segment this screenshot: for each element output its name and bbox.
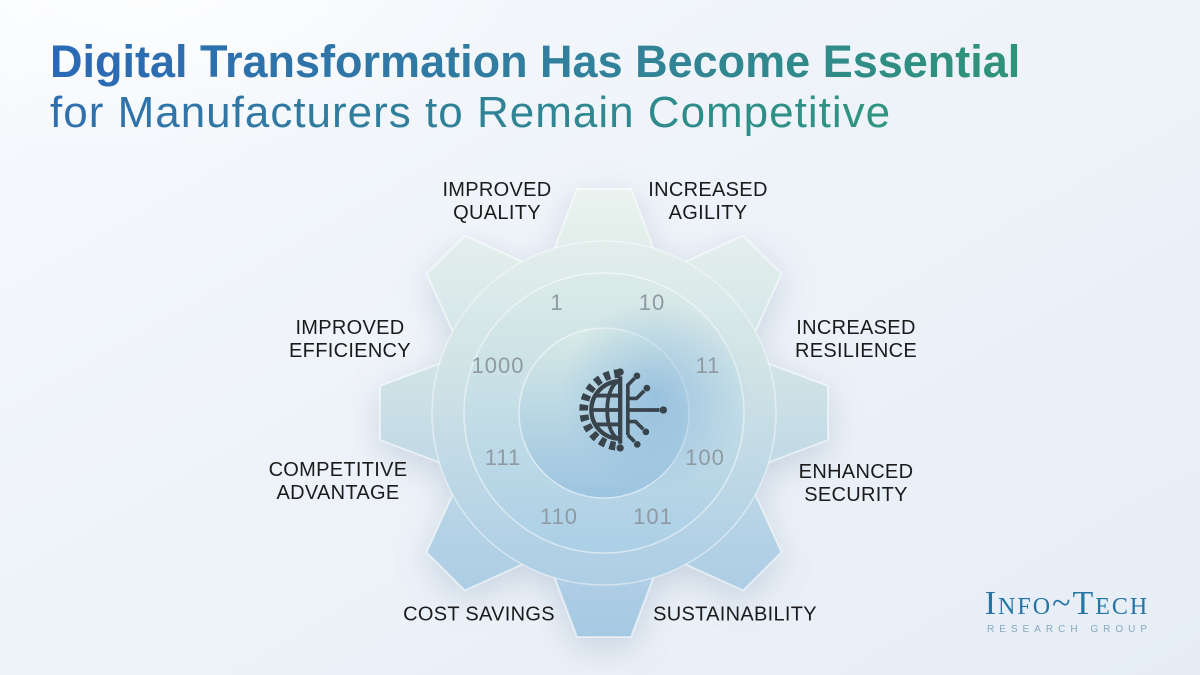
binary-label-100: 100 [685,445,725,470]
page-title: Digital Transformation Has Become Essent… [50,36,1020,138]
circuit-branch-bottom [626,433,636,443]
benefit-label-increased-agility: INCREASED AGILITY [648,179,768,224]
binary-label-101: 101 [633,504,673,529]
binary-label-1000: 1000 [471,353,525,378]
gear-diagram [379,188,829,638]
title-line-1: Digital Transformation Has Become Essent… [50,36,1021,87]
benefit-label-improved-efficiency: IMPROVED EFFICIENCY [289,317,411,362]
binary-label-1: 1 [550,290,564,315]
circuit-branch-up [627,389,646,401]
globe-gear-circuit-icon [579,368,668,452]
gear-teeth [379,188,829,638]
binary-label-110: 110 [539,504,579,529]
circuit-nodes [616,368,668,452]
benefit-label-enhanced-security: ENHANCED SECURITY [798,461,914,506]
globe-teeth-rim [579,369,621,451]
center-glow [560,301,750,491]
benefit-label-increased-resilience: INCREASED RESILIENCE [795,317,917,362]
benefit-label-competitive-advantage: COMPETITIVE ADVANTAGE [268,459,408,504]
info-tech-logo: Info~Tech RESEARCH GROUP [982,585,1152,636]
binary-label-10: 10 [638,290,666,315]
benefit-label-improved-quality: IMPROVED QUALITY [442,179,552,224]
globe-parallels [591,393,621,427]
logo-brand-text: Info~Tech [984,585,1150,622]
binary-label-11: 11 [695,353,721,378]
benefit-label-sustainability: SUSTAINABILITY [653,603,817,626]
binary-label-111: 111 [484,445,522,470]
benefit-label-cost-savings: COST SAVINGS [403,603,555,626]
logo-tagline-text: RESEARCH GROUP [986,624,1152,635]
title-line-2: for Manufacturers to Remain Competitive [50,88,892,137]
circuit-branch-down [627,419,645,431]
circuit-trunk [626,377,636,435]
